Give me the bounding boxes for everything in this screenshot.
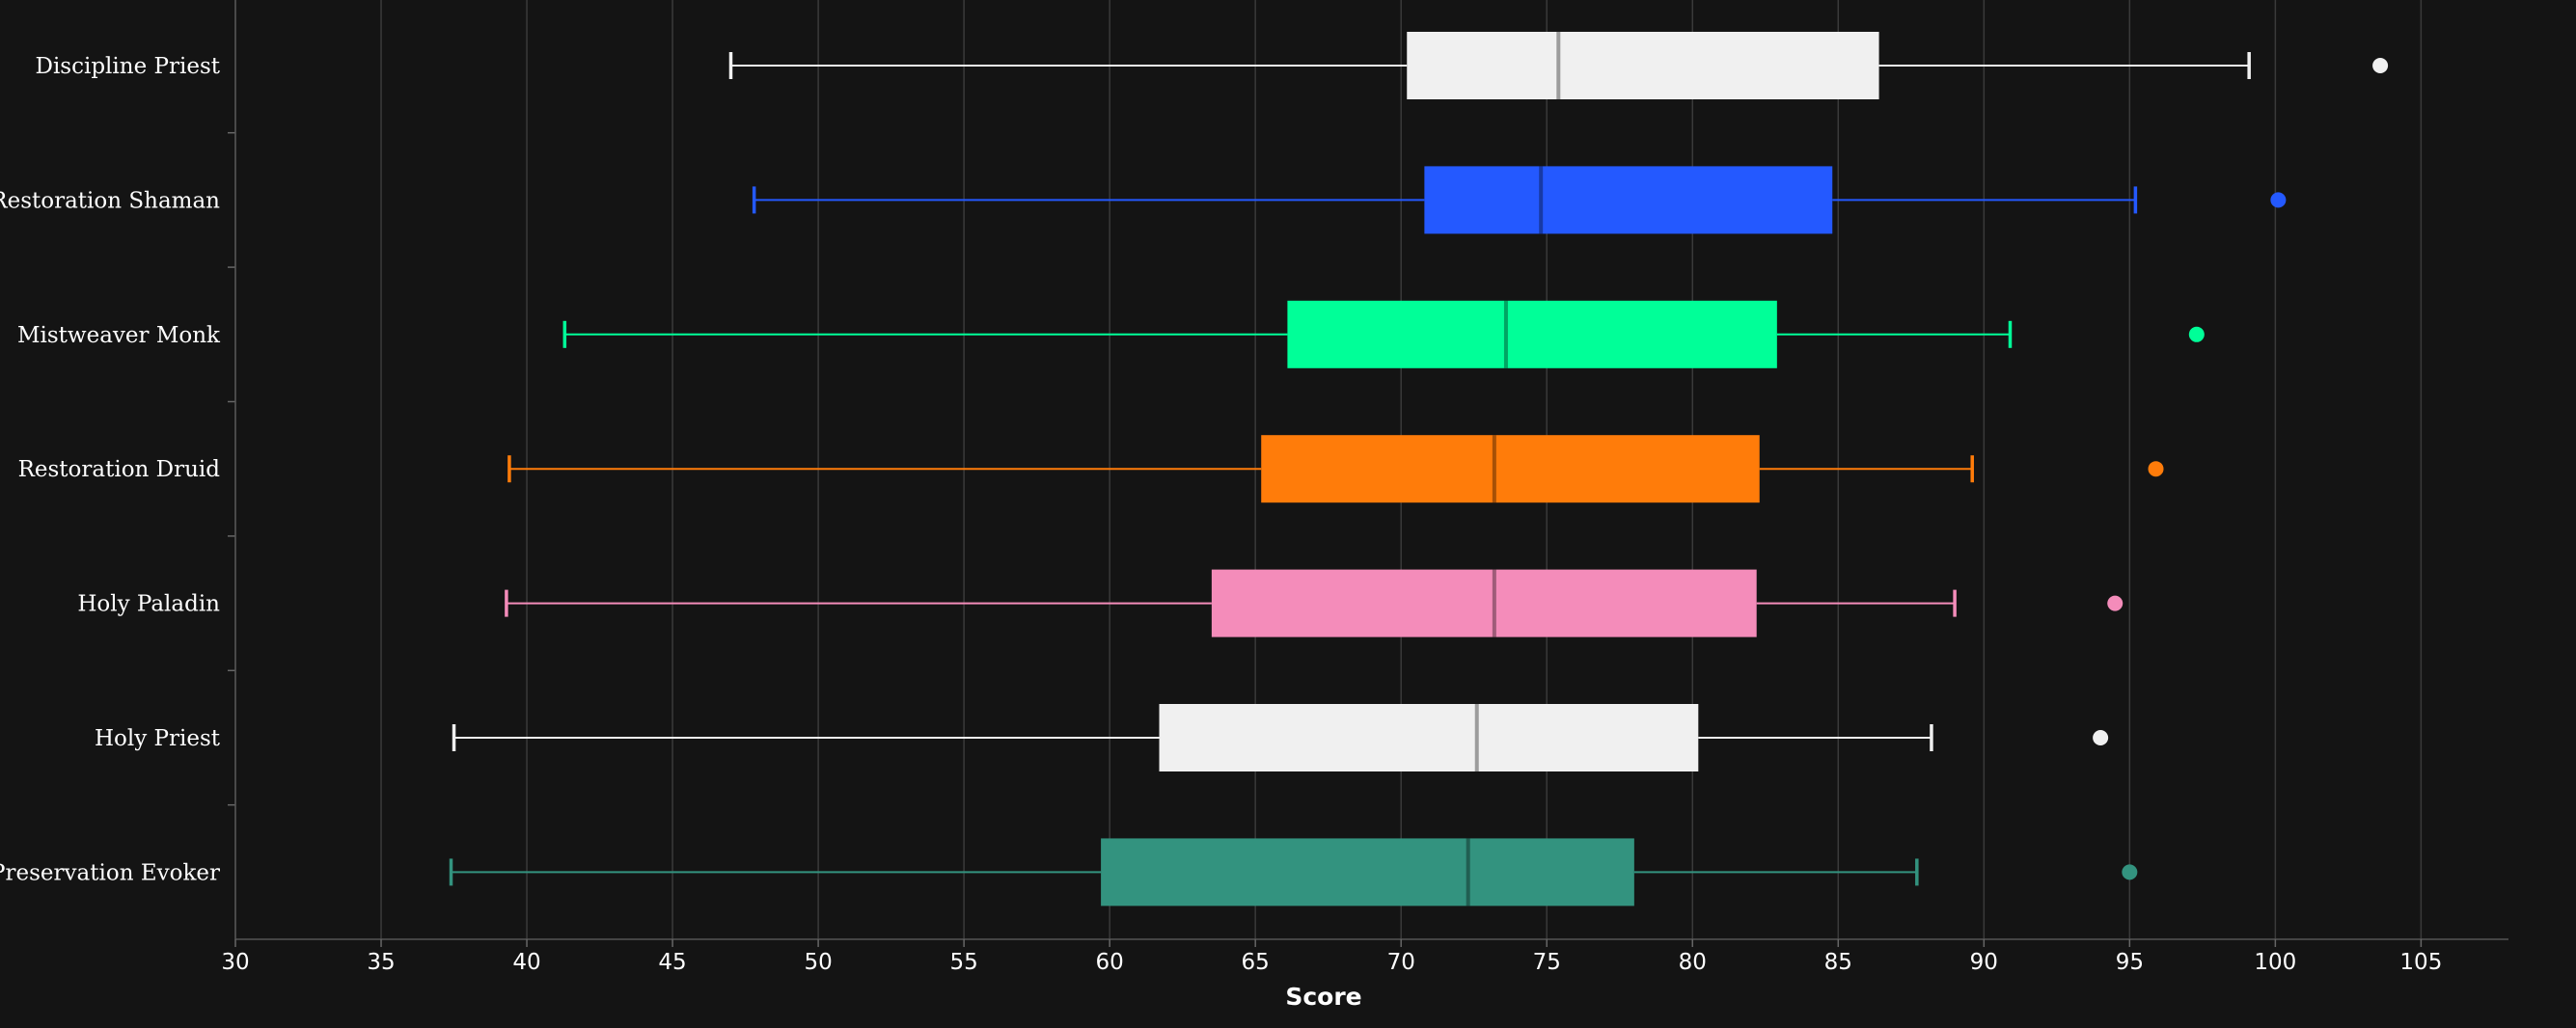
category-label: Restoration Shaman: [0, 188, 220, 213]
box-iqr: [1407, 32, 1879, 99]
outlier-point: [2122, 864, 2138, 880]
box-iqr: [1287, 300, 1777, 368]
category-label: Discipline Priest: [36, 54, 221, 79]
box-iqr: [1424, 166, 1833, 234]
outlier-point: [2107, 595, 2124, 611]
box-group: [507, 435, 2164, 503]
box-iqr: [1261, 435, 1760, 503]
outlier-point: [2372, 58, 2389, 73]
box-group: [449, 838, 2138, 906]
box-iqr: [1101, 838, 1634, 906]
box-iqr: [1159, 704, 1699, 771]
x-tick-label: 50: [804, 950, 832, 975]
x-tick-label: 75: [1533, 950, 1561, 975]
box-series: [449, 32, 2389, 906]
x-tick-label: 100: [2254, 950, 2296, 975]
outlier-point: [2270, 192, 2287, 208]
category-label: Holy Paladin: [77, 592, 220, 617]
x-tick-label: 80: [1679, 950, 1707, 975]
x-tick-label: 95: [2116, 950, 2144, 975]
x-axis-title: Score: [1285, 983, 1361, 1011]
x-tick-label: 65: [1242, 950, 1270, 975]
x-tick-label: 35: [367, 950, 395, 975]
outlier-point: [2148, 461, 2164, 477]
x-tick-labels: 30 35 40 45 50 55 60 65 70 75 80 85 90 95 100 105: [221, 939, 2442, 975]
x-tick-label: 40: [512, 950, 540, 975]
category-label: Restoration Druid: [18, 457, 221, 482]
box-group: [562, 300, 2205, 368]
category-labels: Discipline Priest Restoration Shaman Mistw…: [0, 54, 221, 885]
category-label: Holy Priest: [95, 726, 221, 751]
outlier-point: [2093, 730, 2109, 745]
x-tick-label: 105: [2399, 950, 2442, 975]
x-tick-label: 90: [1970, 950, 1998, 975]
category-label: Preservation Evoker: [0, 860, 220, 885]
x-tick-label: 45: [658, 950, 686, 975]
x-tick-label: 60: [1096, 950, 1124, 975]
x-tick-label: 55: [949, 950, 977, 975]
outlier-point: [2188, 326, 2205, 342]
box-group: [452, 704, 2109, 771]
x-tick-label: 30: [221, 950, 249, 975]
category-label: Mistweaver Monk: [17, 323, 221, 348]
box-group: [728, 32, 2389, 99]
x-tick-label: 85: [1824, 950, 1852, 975]
box-group: [505, 569, 2124, 637]
x-tick-label: 70: [1387, 950, 1415, 975]
box-group: [752, 166, 2287, 234]
box-iqr: [1211, 569, 1757, 637]
